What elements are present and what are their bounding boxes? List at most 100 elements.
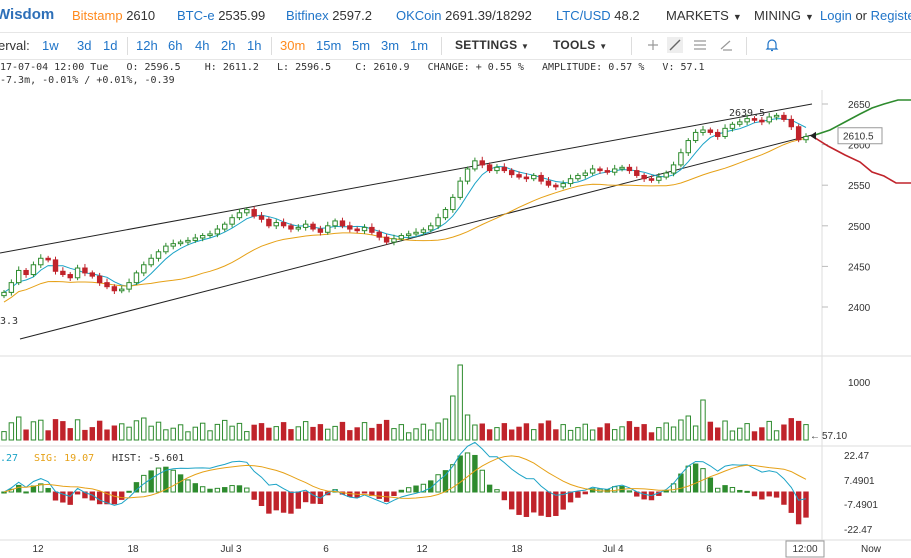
- volume-bar: [192, 426, 199, 441]
- ticker-btce[interactable]: BTC-e 2535.99: [177, 8, 266, 23]
- interval-15m[interactable]: 15m: [316, 38, 342, 53]
- chart-toolbar: erval: 1w 3d 1d 12h 6h 4h 2h 1h 30m 15m …: [0, 32, 911, 60]
- macd-histogram-bar: [560, 491, 566, 510]
- candle-body: [641, 174, 647, 180]
- macd-histogram-bar: [795, 491, 802, 525]
- ticker-ltcusd[interactable]: LTC/USD 48.2: [556, 8, 640, 23]
- candle-body: [523, 176, 530, 180]
- crosshair-icon[interactable]: [645, 37, 661, 53]
- volume-bar: [23, 429, 29, 441]
- candle-body: [479, 160, 485, 166]
- candle-body: [16, 269, 22, 284]
- current-time-box: [785, 540, 825, 558]
- volume-bar: [60, 421, 66, 441]
- interval-1d[interactable]: 1d: [103, 38, 118, 53]
- volume-bar: [464, 414, 471, 441]
- macd-histogram-bar: [435, 474, 441, 493]
- interval-2h[interactable]: 2h: [221, 38, 236, 53]
- interval-12h[interactable]: 12h: [136, 38, 158, 53]
- login-link[interactable]: Login: [820, 8, 852, 23]
- candle-body: [678, 152, 684, 166]
- ticker-bitfinex[interactable]: Bitfinex 2597.2: [286, 8, 373, 23]
- chart-gridlines: [0, 90, 911, 541]
- ohlc-readout: 17-07-04 12:00 Tue O: 2596.5 H: 2611.2 L…: [0, 62, 705, 73]
- candle-body: [722, 127, 728, 137]
- mining-menu[interactable]: MINING ▼: [754, 8, 814, 23]
- site-logo[interactable]: Wisdom: [0, 6, 55, 23]
- interval-3m[interactable]: 3m: [381, 38, 400, 53]
- bell-icon[interactable]: [764, 37, 780, 53]
- macd-histogram-bar: [199, 486, 206, 493]
- trendline-icon[interactable]: [667, 37, 683, 53]
- macd-histogram-bar: [192, 483, 199, 493]
- interval-3d[interactable]: 3d: [77, 38, 92, 53]
- volume-bar: [273, 426, 279, 441]
- candle-body: [332, 220, 338, 227]
- ticker-bitstamp[interactable]: Bitstamp 2610: [72, 8, 156, 23]
- volume-bar: [766, 420, 772, 441]
- macd-histogram-bar: [170, 469, 176, 493]
- volume-bar: [494, 427, 500, 441]
- candle-body: [405, 233, 412, 237]
- volume-bar: [479, 423, 485, 441]
- settings-dropdown[interactable]: SETTINGS ▼: [455, 38, 530, 52]
- volume-bars: [1, 364, 809, 441]
- candle-body: [280, 222, 287, 227]
- macd-histogram-bar: [457, 455, 463, 493]
- markets-menu[interactable]: MARKETS ▼: [666, 8, 742, 23]
- macd-histogram-bar: [207, 488, 213, 493]
- volume-bar: [229, 425, 235, 441]
- interval-1w[interactable]: 1w: [42, 38, 59, 53]
- candle-body: [567, 178, 574, 185]
- interval-1m[interactable]: 1m: [410, 38, 429, 53]
- horizontal-lines-icon[interactable]: [692, 37, 708, 53]
- volume-bar: [501, 423, 508, 441]
- macd-histogram-bar: [273, 491, 279, 511]
- volume-bar: [391, 428, 397, 441]
- volume-bar: [567, 429, 574, 441]
- time-now-label: Now: [861, 544, 882, 555]
- candle-body: [60, 270, 66, 276]
- volume-bar: [126, 426, 132, 441]
- macd-histogram-bar: [450, 464, 456, 493]
- current-price-pointer-icon: [810, 131, 816, 140]
- volume-bar: [472, 424, 478, 441]
- eraser-icon[interactable]: [718, 37, 734, 53]
- candle-body: [781, 114, 787, 120]
- ticker-okcoin[interactable]: OKCoin 2691.39/18292: [396, 8, 532, 23]
- volume-bar: [597, 427, 603, 441]
- candle-body: [23, 269, 29, 276]
- macd-tick-label: 22.47: [844, 451, 869, 462]
- interval-5m[interactable]: 5m: [352, 38, 371, 53]
- time-tick-label: Jul 4: [602, 544, 624, 555]
- macd-tick-label: -22.47: [844, 525, 873, 536]
- candle-body: [126, 282, 132, 290]
- candle-body: [361, 226, 368, 232]
- volume-bar: [700, 399, 706, 441]
- macd-histogram-bar: [545, 491, 552, 518]
- macd-histogram-bar: [692, 463, 699, 493]
- volume-bar: [82, 429, 88, 441]
- macd-tick-label: -7.4901: [844, 500, 878, 511]
- candle-body: [604, 170, 611, 173]
- volume-bar: [251, 424, 257, 441]
- candle-body: [236, 212, 243, 219]
- volume-bar: [722, 420, 728, 441]
- volume-bar: [361, 422, 368, 441]
- macd-histogram-bar: [486, 484, 493, 493]
- interval-6h[interactable]: 6h: [168, 38, 183, 53]
- interval-4h[interactable]: 4h: [195, 38, 210, 53]
- axis-labels: 2650 2600 2550 2500 2450 2400 2610.5 2639.5 3.3 1…: [0, 100, 883, 558]
- tools-dropdown[interactable]: TOOLS ▼: [553, 38, 608, 52]
- candlesticks: [1, 112, 809, 299]
- interval-1h[interactable]: 1h: [247, 38, 262, 53]
- macd-histogram-bar: [722, 485, 728, 493]
- volume-bar: [185, 431, 191, 441]
- macd-histogram-bar: [310, 491, 316, 504]
- macd-histogram-bar: [133, 482, 140, 493]
- macd-histogram-bar: [295, 491, 302, 509]
- candle-body: [545, 180, 552, 186]
- interval-30m[interactable]: 30m: [280, 38, 306, 53]
